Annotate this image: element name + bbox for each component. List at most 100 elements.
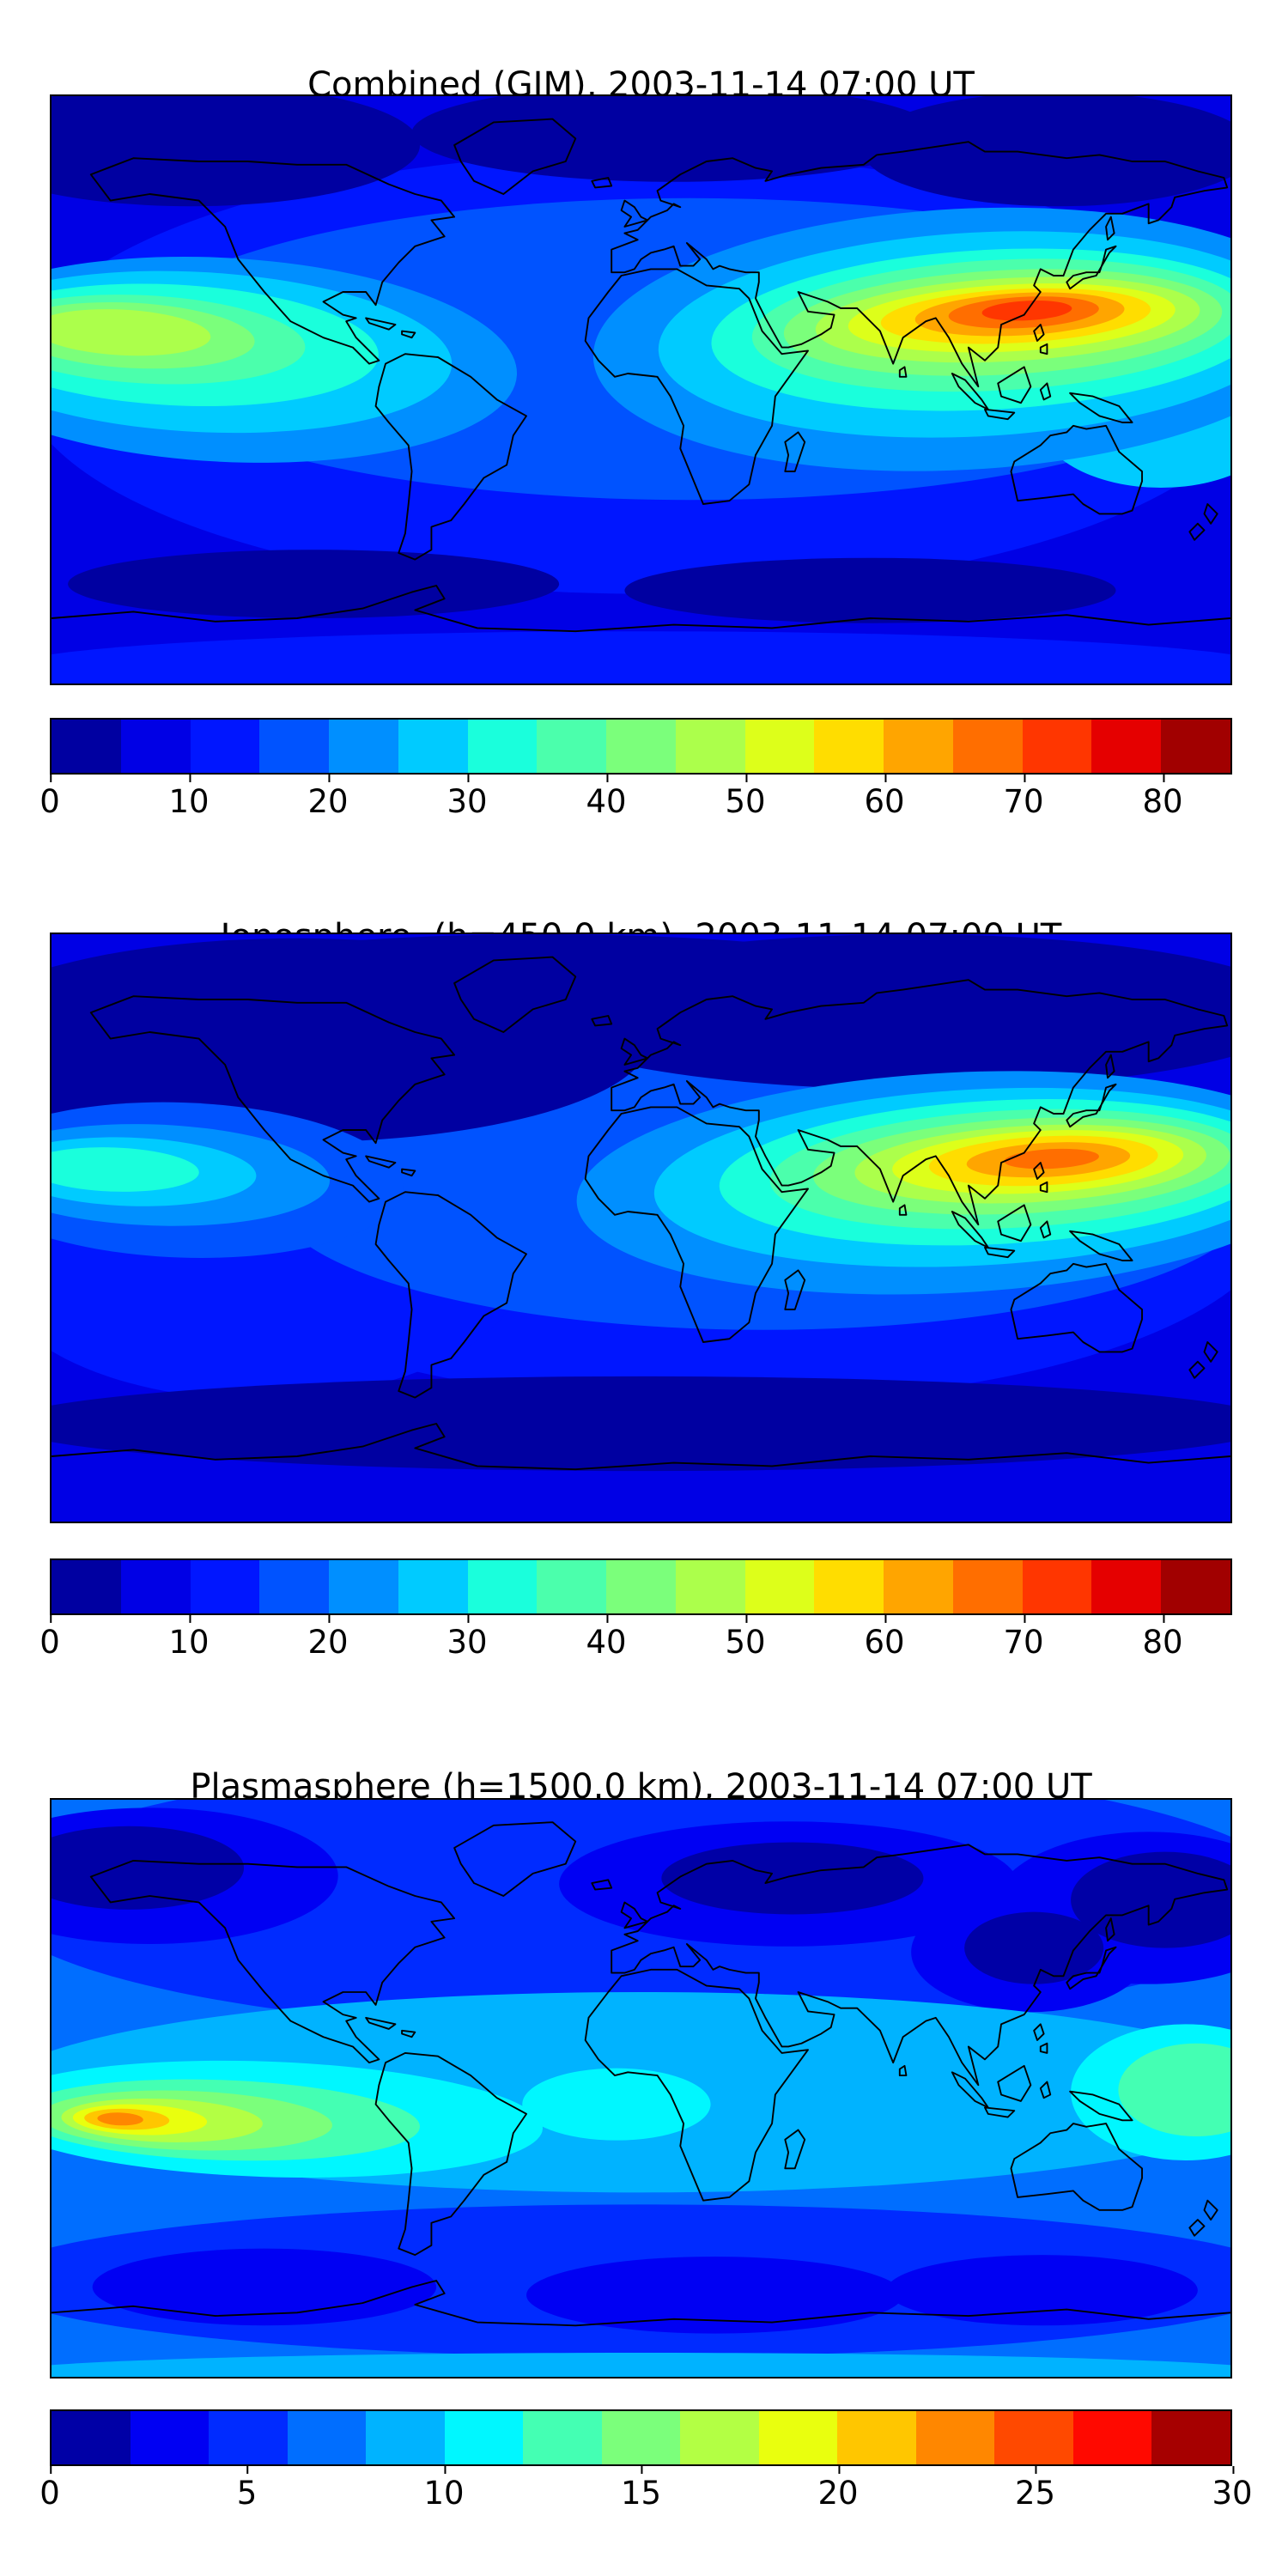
colorbar-tick-label: 80	[1142, 775, 1183, 820]
colorbar-segment	[1151, 2411, 1230, 2464]
colorbar-tick-label: 30	[447, 775, 488, 820]
colorbar-segment	[52, 2411, 131, 2464]
colorbar-segment	[606, 1560, 676, 1613]
colorbar-segment	[1091, 1560, 1162, 1613]
colorbar-segment	[523, 2411, 602, 2464]
colorbar-segment	[366, 2411, 445, 2464]
colorbar-segment	[601, 2411, 681, 2464]
colorbar-tick-label: 50	[725, 775, 766, 820]
colorbar-segment	[1091, 720, 1162, 773]
colorbar-segment	[537, 1560, 607, 1613]
colorbar-segment	[120, 1560, 191, 1613]
colorbar-segment	[675, 720, 745, 773]
contour-region	[862, 96, 1230, 207]
contour-region	[52, 631, 1230, 683]
contour-region	[964, 1911, 1104, 1984]
colorbar-segment	[398, 1560, 468, 1613]
contour-region	[52, 1475, 1230, 1522]
colorbar-tick-label: 50	[725, 1615, 766, 1661]
contour-region	[661, 1842, 924, 1915]
colorbar-tick-label: 5	[236, 2466, 258, 2512]
colorbar-ticks-ionosphere: 0 10 20 30 40 50 60 70 80	[39, 1615, 1232, 1667]
contour-region	[1071, 1851, 1230, 1948]
colorbar-segment	[130, 2411, 210, 2464]
colorbar-segment	[744, 720, 815, 773]
colorbar-ticks-plasmasphere: 0 5 10 15 20 25 30	[39, 2466, 1253, 2518]
contour-region	[97, 2112, 143, 2126]
colorbar-segment	[952, 1560, 1023, 1613]
colorbar-tick-label: 10	[168, 775, 210, 820]
contour-region	[68, 550, 560, 618]
colorbar-tick-label: 30	[1212, 2466, 1253, 2512]
map-plasmasphere	[50, 1798, 1232, 2379]
colorbar-segment	[1072, 2411, 1152, 2464]
colorbar-segment	[1022, 1560, 1092, 1613]
map-combined	[50, 94, 1232, 685]
colorbar-tick-label: 10	[168, 1615, 210, 1661]
contour-region	[522, 2068, 711, 2141]
colorbar-tick-label: 40	[586, 1615, 627, 1661]
contour-region	[624, 557, 1116, 623]
colorbar-segment	[884, 1560, 953, 1613]
colorbar-tick-label: 15	[620, 2466, 662, 2512]
colorbar-segment	[190, 720, 260, 773]
colorbar-segment	[814, 720, 884, 773]
colorbar-segment	[467, 1560, 538, 1613]
contour-region	[52, 309, 211, 356]
colorbar-tick-label: 20	[307, 1615, 349, 1661]
colorbar-segment	[1161, 720, 1231, 773]
colorbar-segment	[52, 1560, 121, 1613]
colorbar-segment	[537, 720, 607, 773]
colorbar-segment	[120, 720, 191, 773]
contour-region	[52, 96, 420, 207]
colorbar-tick-label: 25	[1014, 2466, 1056, 2512]
colorbar-segment	[758, 2411, 838, 2464]
colorbar-tick-label: 0	[39, 2466, 60, 2512]
map-ionosphere	[50, 933, 1232, 1523]
colorbar-segment	[52, 720, 121, 773]
colorbar-segment	[606, 720, 676, 773]
contour-stack-pacific	[52, 257, 517, 463]
colorbar-combined	[50, 718, 1232, 775]
colorbar-segment	[329, 1560, 398, 1613]
contour-region	[92, 2248, 437, 2326]
colorbar-plasmasphere	[50, 2409, 1232, 2466]
colorbar-segment	[952, 720, 1023, 773]
colorbar-segment	[398, 720, 468, 773]
colorbar-tick-label: 60	[864, 775, 905, 820]
colorbar-tick-label: 0	[39, 775, 60, 820]
colorbar-tick-label: 70	[1003, 775, 1044, 820]
colorbar-tick-label: 30	[447, 1615, 488, 1661]
colorbar-tick-label: 10	[423, 2466, 465, 2512]
contour-stack-asia	[576, 1071, 1230, 1295]
contour-region	[52, 2353, 1230, 2377]
contour-region	[52, 1376, 1230, 1472]
contour-region	[411, 96, 936, 182]
colorbar-tick-label: 0	[39, 1615, 60, 1661]
contour-region	[1004, 1148, 1099, 1170]
colorbar-segment	[994, 2411, 1073, 2464]
contour-stack-asia	[592, 207, 1230, 471]
colorbar-tick-label: 70	[1003, 1615, 1044, 1661]
colorbar-segment	[680, 2411, 759, 2464]
colorbar-segment	[467, 720, 538, 773]
colorbar-segment	[837, 2411, 916, 2464]
colorbar-segment	[814, 1560, 884, 1613]
colorbar-segment	[259, 1560, 330, 1613]
contour-region	[526, 2257, 903, 2334]
colorbar-segment	[444, 2411, 524, 2464]
colorbar-tick-label: 20	[307, 775, 349, 820]
colorbar-segment	[1022, 720, 1092, 773]
colorbar-tick-label: 80	[1142, 1615, 1183, 1661]
colorbar-segment	[287, 2411, 367, 2464]
colorbar-tick-label: 40	[586, 775, 627, 820]
colorbar-segment	[915, 2411, 995, 2464]
colorbar-segment	[209, 2411, 288, 2464]
colorbar-segment	[329, 720, 398, 773]
colorbar-ionosphere	[50, 1558, 1232, 1615]
colorbar-tick-label: 20	[817, 2466, 859, 2512]
contour-region	[518, 934, 1230, 1090]
contour-region	[886, 2255, 1198, 2326]
contour-region	[52, 1147, 199, 1192]
colorbar-segment	[675, 1560, 745, 1613]
